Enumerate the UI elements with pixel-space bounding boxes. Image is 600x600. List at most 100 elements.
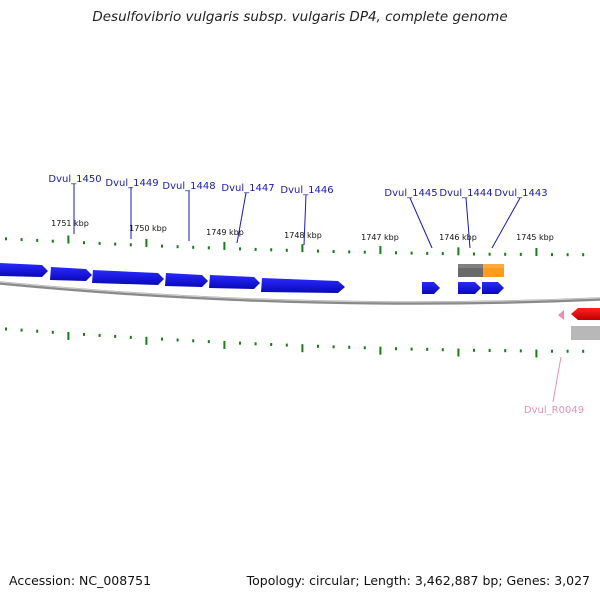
minor-tick — [363, 250, 366, 254]
minor-tick — [176, 245, 179, 249]
feature-block-orange[interactable] — [483, 264, 504, 277]
forward-strand-ticks — [5, 235, 585, 257]
gene-arrow[interactable] — [458, 282, 481, 294]
feature-block-light[interactable] — [571, 326, 600, 340]
gene-arrow[interactable] — [165, 273, 208, 287]
gene-label-Dvul_1447[interactable]: Dvul_1447 — [221, 183, 274, 194]
kbp-label: 1749 kbp — [206, 228, 244, 237]
reverse-gene-arrow[interactable] — [571, 308, 600, 320]
minor-tick — [239, 341, 241, 345]
minor-tick — [285, 343, 288, 347]
minor-tick — [582, 253, 585, 257]
gene-label-Dvul_1449[interactable]: Dvul_1449 — [105, 178, 158, 189]
rrna-arrow-Dvul_R0049[interactable] — [558, 310, 564, 320]
minor-tick — [551, 253, 553, 257]
major-tick — [223, 340, 226, 349]
major-tick — [301, 244, 304, 253]
gene-arrow[interactable] — [422, 282, 440, 294]
major-tick — [379, 346, 382, 355]
minor-tick — [395, 251, 397, 255]
gene-arrow[interactable] — [50, 267, 92, 281]
minor-tick — [114, 242, 117, 246]
genome-summary-text: Topology: circular; Length: 3,462,887 bp… — [246, 573, 590, 588]
gene-arrow[interactable] — [482, 282, 504, 294]
minor-tick — [348, 345, 351, 349]
minor-tick — [488, 252, 491, 256]
minor-tick — [98, 241, 101, 245]
minor-tick — [254, 342, 257, 346]
gene-label-Dvul_1443[interactable]: Dvul_1443 — [494, 188, 547, 199]
minor-tick — [551, 349, 553, 353]
minor-tick — [363, 346, 366, 350]
gene-arrow[interactable] — [0, 263, 48, 277]
minor-tick — [332, 250, 335, 253]
minor-tick — [395, 347, 397, 351]
minor-tick — [36, 329, 39, 333]
minor-tick — [176, 338, 179, 342]
gene-arrow[interactable] — [92, 270, 164, 285]
kbp-label: 1747 kbp — [361, 233, 399, 242]
gene-label-Dvul_1448[interactable]: Dvul_1448 — [162, 181, 215, 192]
gene-label-Dvul_1444[interactable]: Dvul_1444 — [439, 188, 492, 199]
major-tick — [67, 331, 70, 340]
minor-tick — [332, 345, 335, 349]
minor-tick — [129, 243, 132, 247]
minor-tick — [410, 251, 413, 255]
major-tick — [145, 238, 148, 247]
major-tick — [67, 235, 70, 244]
minor-tick — [83, 241, 85, 245]
minor-tick — [207, 246, 210, 250]
minor-tick — [270, 343, 273, 346]
minor-tick — [566, 349, 569, 353]
major-tick — [457, 348, 460, 357]
minor-tick — [504, 349, 507, 353]
minor-tick — [161, 244, 163, 248]
minor-tick — [207, 340, 210, 344]
minor-tick — [488, 349, 491, 352]
major-tick — [301, 344, 304, 353]
minor-tick — [519, 252, 522, 256]
minor-tick — [441, 252, 444, 256]
minor-tick — [410, 347, 413, 351]
minor-tick — [317, 249, 319, 253]
minor-tick — [98, 333, 101, 337]
feature-block-dark[interactable] — [458, 264, 483, 277]
minor-tick — [270, 248, 273, 252]
major-tick — [379, 246, 382, 254]
minor-tick — [36, 238, 39, 242]
gene-arrow[interactable] — [261, 278, 345, 293]
minor-tick — [426, 251, 429, 255]
minor-tick — [5, 327, 7, 331]
minor-tick — [504, 252, 507, 256]
kbp-label: 1746 kbp — [439, 233, 477, 242]
gene-arrow[interactable] — [209, 275, 260, 289]
kbp-label: 1751 kbp — [51, 219, 89, 228]
reverse-strand-ticks — [5, 327, 585, 358]
major-tick — [145, 336, 148, 345]
minor-tick — [582, 349, 585, 353]
minor-tick — [20, 328, 23, 332]
minor-tick — [426, 347, 429, 351]
minor-tick — [317, 344, 319, 348]
gene-label-Dvul_1450[interactable]: Dvul_1450 — [48, 174, 101, 185]
minor-tick — [161, 337, 163, 341]
major-tick — [223, 241, 226, 250]
minor-tick — [254, 247, 257, 251]
forward-gene-arrows — [0, 263, 504, 294]
gene-label-Dvul_1446[interactable]: Dvul_1446 — [280, 185, 333, 196]
rrna-label-Dvul_R0049[interactable]: Dvul_R0049 — [524, 405, 584, 416]
genome-backbone — [0, 281, 600, 305]
gene-label-Dvul_1445[interactable]: Dvul_1445 — [384, 188, 437, 199]
minor-tick — [285, 248, 288, 252]
kbp-label: 1750 kbp — [129, 224, 167, 233]
minor-tick — [83, 332, 85, 336]
minor-tick — [566, 253, 569, 257]
minor-tick — [519, 349, 522, 353]
minor-tick — [5, 237, 7, 241]
minor-tick — [239, 247, 241, 251]
gene-labels: Dvul_1450 Dvul_1449 Dvul_1448 Dvul_1447 … — [48, 174, 584, 416]
accession-text: Accession: NC_008751 — [9, 573, 152, 588]
minor-tick — [348, 250, 351, 254]
minor-tick — [114, 334, 117, 338]
